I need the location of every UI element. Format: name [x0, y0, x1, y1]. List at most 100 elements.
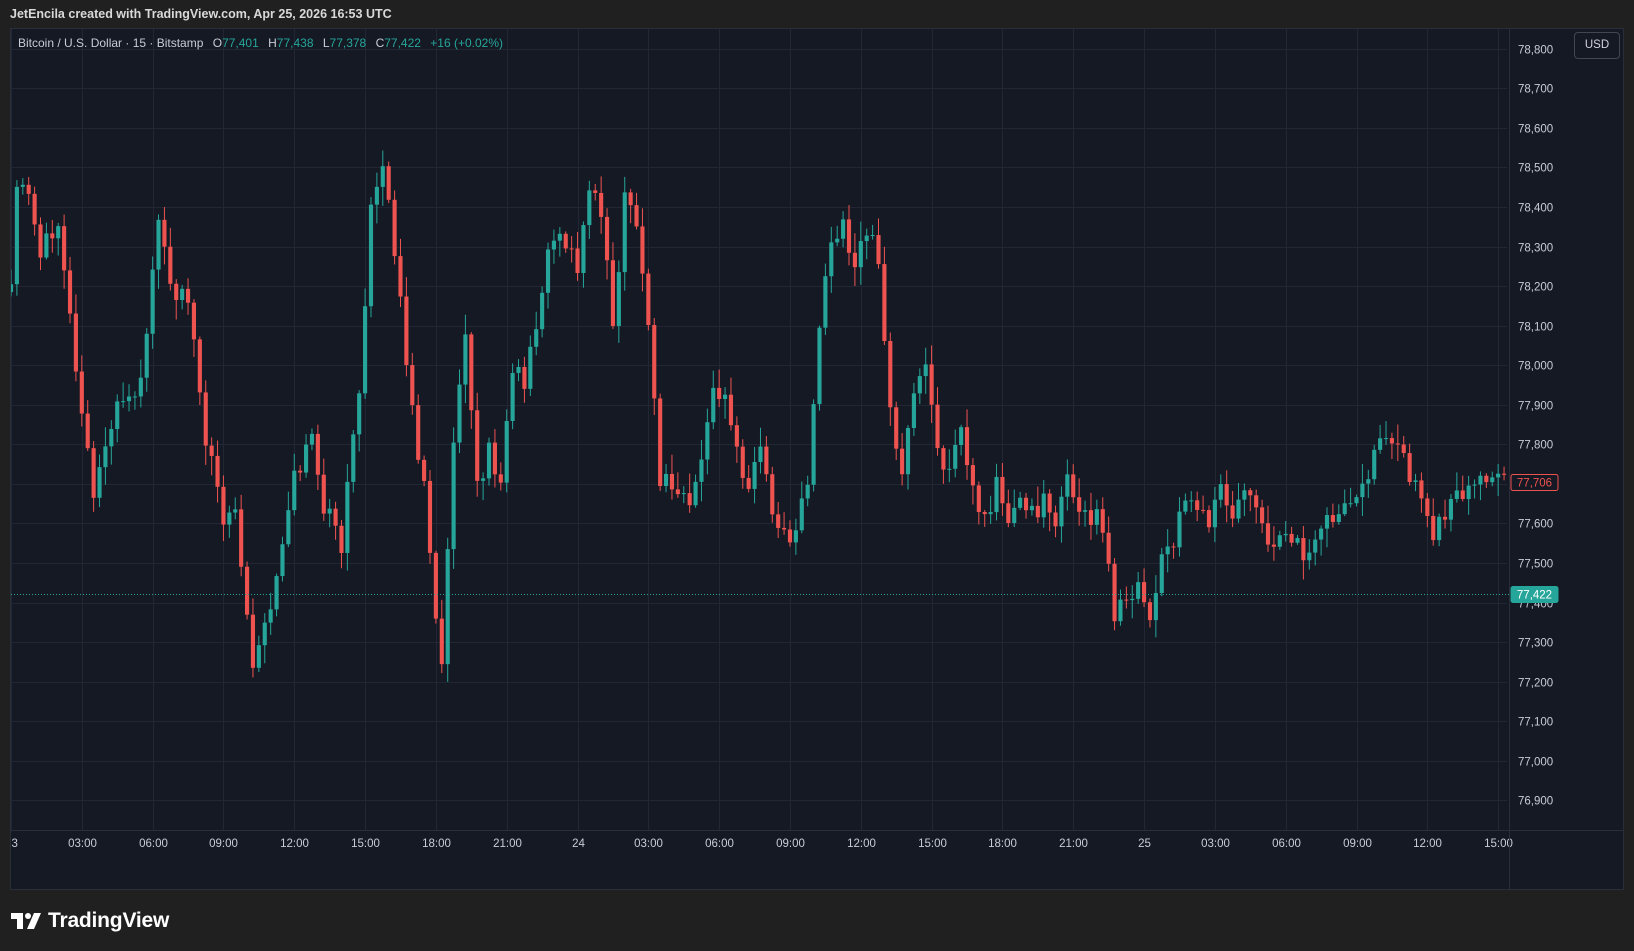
x-tick-label: 12:00: [280, 838, 309, 850]
candle-body: [1171, 546, 1176, 548]
candle-body: [1366, 479, 1371, 484]
candle-body: [392, 199, 397, 257]
candle-body: [516, 366, 521, 373]
candle-body: [1136, 582, 1141, 599]
candle-body: [1189, 500, 1194, 502]
candle-body: [268, 609, 273, 623]
y-tick-label: 77,200: [1518, 678, 1553, 690]
high-label: H: [268, 36, 277, 50]
candle-body: [616, 272, 621, 326]
candle-body: [1082, 510, 1088, 512]
candle-body: [628, 192, 633, 206]
candle-body: [540, 292, 545, 330]
candle-body: [32, 193, 37, 225]
candle-body: [1472, 484, 1477, 486]
candle-body: [1490, 477, 1495, 483]
candle-body: [959, 427, 964, 445]
candle-body: [841, 219, 846, 239]
candle-body: [534, 329, 539, 347]
candle-body: [1260, 507, 1265, 524]
candle-body: [368, 204, 374, 307]
candle-body: [746, 477, 751, 489]
candle-body: [817, 327, 822, 405]
candle-body: [752, 462, 757, 489]
candle-body: [935, 404, 940, 449]
candle-body: [1212, 499, 1217, 528]
candle-body: [528, 346, 533, 389]
candle-body: [50, 233, 55, 239]
candle-body: [770, 474, 775, 515]
tradingview-logo[interactable]: TradingView: [11, 909, 169, 933]
x-tick-label: 21:00: [493, 838, 522, 850]
candle-body: [864, 235, 869, 242]
candle-body: [109, 429, 114, 447]
candle-body: [587, 190, 592, 226]
candle-body: [103, 446, 108, 468]
candle-body: [427, 480, 433, 553]
candle-body: [79, 371, 84, 414]
candle-body: [1195, 500, 1200, 510]
candle-body: [1165, 546, 1170, 555]
currency-button[interactable]: USD: [1574, 32, 1620, 59]
candle-body: [1012, 507, 1017, 523]
x-tick-label: 06:00: [705, 838, 734, 850]
x-tick-label: 09:00: [1343, 838, 1372, 850]
candle-body: [1419, 480, 1424, 499]
candle-body: [569, 248, 574, 250]
candle-body: [1035, 505, 1040, 518]
candle-body: [1431, 515, 1436, 541]
candlestick-chart[interactable]: 76,90077,00077,10077,20077,30077,40077,5…: [11, 29, 1623, 889]
y-tick-label: 77,600: [1518, 519, 1553, 531]
candle-body: [669, 473, 675, 490]
candle-body: [522, 366, 527, 389]
candle-body: [486, 442, 492, 479]
price-label-box: [1510, 586, 1559, 603]
candle-body: [728, 394, 734, 426]
candle-body: [11, 284, 14, 293]
candle-body: [1059, 496, 1064, 527]
candle-body: [1413, 480, 1418, 482]
candle-body: [1065, 474, 1070, 497]
y-tick-label: 78,700: [1518, 84, 1553, 96]
candle-body: [1147, 602, 1153, 621]
chart-pane[interactable]: 76,900 77,000 77,100 77,200 77,300 77,400 77,5…: [10, 28, 1624, 890]
candle-body: [56, 226, 61, 239]
candle-body: [982, 512, 987, 515]
candle-body: [858, 241, 863, 268]
x-tick-label: 12:00: [1413, 838, 1442, 850]
candle-body: [1094, 509, 1099, 525]
candle-body: [734, 425, 739, 447]
candle-body: [687, 493, 692, 506]
candle-body: [304, 444, 309, 473]
candle-body: [1283, 533, 1288, 536]
candle-body: [717, 387, 722, 399]
low-label: L: [322, 36, 330, 50]
candle-body: [888, 341, 893, 408]
candle-body: [1088, 510, 1094, 525]
candle-body: [1006, 503, 1011, 523]
candle-body: [1407, 453, 1412, 482]
candle-body: [150, 269, 155, 334]
candle-body: [1177, 511, 1182, 548]
candle-body: [38, 224, 43, 258]
candle-body: [1401, 444, 1406, 454]
candle-body: [1265, 523, 1271, 545]
candle-body: [451, 442, 456, 550]
candle-body: [191, 302, 197, 340]
candle-body: [475, 410, 480, 481]
symbol-name[interactable]: Bitcoin / U.S. Dollar · 15 · Bitstamp: [18, 36, 204, 50]
candle-body: [1071, 474, 1076, 498]
price-label-text: 77,706: [1517, 478, 1552, 490]
x-tick-label: 15:00: [351, 838, 380, 850]
candle-body: [1029, 505, 1035, 511]
candle-body: [445, 549, 450, 665]
candle-body: [900, 448, 905, 475]
candle-body: [185, 288, 191, 303]
x-tick-label: 06:00: [139, 838, 168, 850]
candle-body: [829, 242, 834, 277]
candle-body: [492, 442, 497, 475]
candle-body: [1118, 599, 1123, 622]
candle-body: [1041, 493, 1046, 518]
candle-body: [711, 387, 716, 423]
candle-body: [197, 339, 202, 393]
